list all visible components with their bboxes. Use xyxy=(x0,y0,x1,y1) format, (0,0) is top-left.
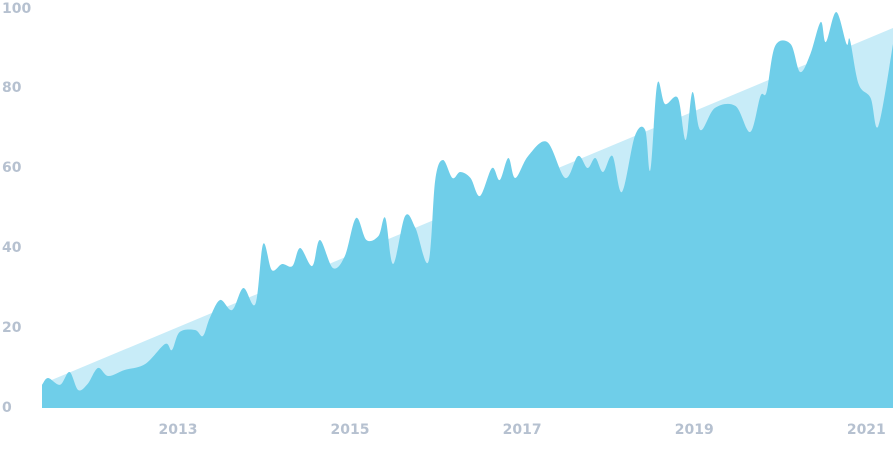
x-tick-label: 2017 xyxy=(503,422,542,438)
y-tick-label: 100 xyxy=(2,1,31,17)
x-tick-label: 2021 xyxy=(847,422,886,438)
y-tick-label: 60 xyxy=(2,160,22,176)
y-tick-label: 0 xyxy=(2,400,12,416)
y-tick-label: 80 xyxy=(2,80,22,96)
x-tick-label: 2019 xyxy=(675,422,714,438)
x-tick-label: 2015 xyxy=(331,422,370,438)
area xyxy=(42,11,893,409)
x-tick-label: 2013 xyxy=(158,422,197,438)
y-tick-label: 40 xyxy=(2,240,22,256)
y-tick-label: 20 xyxy=(2,320,22,336)
